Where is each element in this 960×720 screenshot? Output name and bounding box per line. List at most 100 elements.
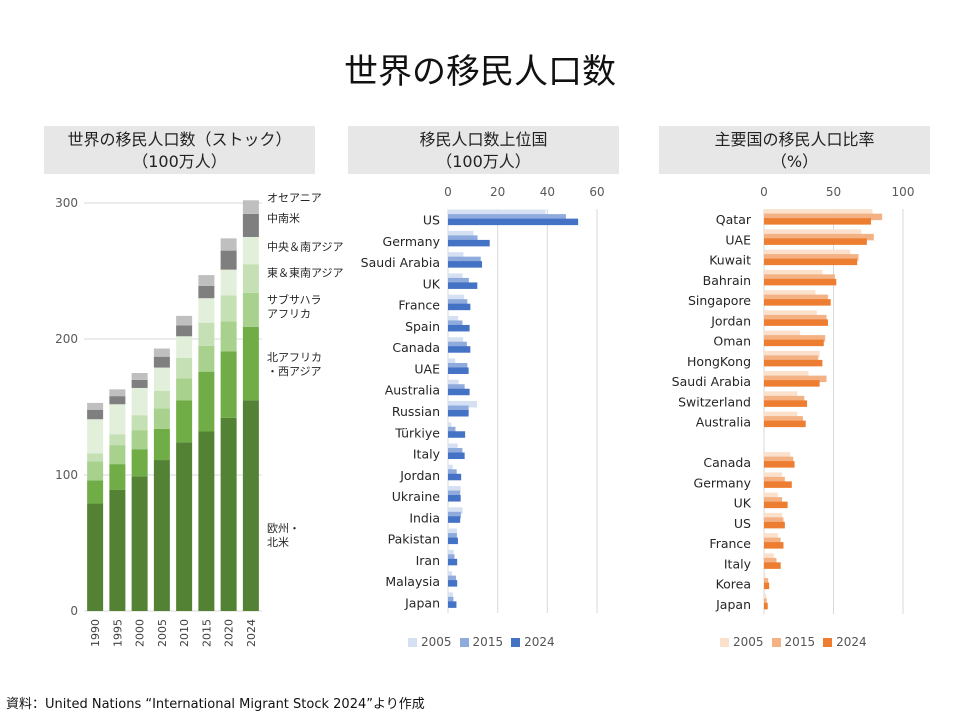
panel1-header: 世界の移民人口数（ストック） （100万人） xyxy=(44,126,315,174)
bar xyxy=(448,303,471,311)
bar xyxy=(764,213,883,221)
bar xyxy=(448,315,459,323)
bar-segment xyxy=(220,250,237,270)
bar-segment xyxy=(131,476,148,611)
bar-segment xyxy=(198,275,215,286)
legend-item-2024: 2024 xyxy=(511,635,555,649)
bar-segment xyxy=(242,292,259,327)
bar xyxy=(448,337,464,344)
legend-item-2005: 2005 xyxy=(720,635,764,649)
category-label: Canada xyxy=(392,340,440,355)
category-label: Saudi Arabia xyxy=(672,374,751,389)
bar-segment xyxy=(87,409,104,420)
category-label: Canada xyxy=(703,455,751,470)
category-label: US xyxy=(734,516,751,531)
bar xyxy=(764,269,823,277)
bar-segment xyxy=(220,269,237,296)
bar-segment xyxy=(131,379,148,388)
bar xyxy=(448,379,459,387)
bar-segment xyxy=(153,408,170,429)
x-tick-label: 0 xyxy=(444,185,452,199)
category-label: Iran xyxy=(416,553,440,568)
bar xyxy=(448,401,478,408)
category-label: Türkiye xyxy=(394,425,440,440)
y-tick-label: 200 xyxy=(55,332,78,346)
bar-segment xyxy=(87,419,104,454)
series-label: 北アフリカ xyxy=(267,351,322,364)
bar xyxy=(448,230,474,238)
bar xyxy=(764,359,823,367)
series-label: 中央＆南アジア xyxy=(267,241,344,254)
bar xyxy=(448,209,546,217)
bar xyxy=(448,362,468,370)
bar-segment xyxy=(153,367,170,391)
panel3-title: 主要国の移民人口比率 xyxy=(714,130,875,149)
series-label: 北米 xyxy=(267,536,289,549)
bar-segment xyxy=(220,295,237,322)
bar-segment xyxy=(242,213,259,237)
bar xyxy=(764,476,785,484)
bar xyxy=(448,533,457,540)
bar xyxy=(448,367,469,374)
bar xyxy=(448,507,463,514)
bar xyxy=(764,497,783,504)
category-label: Malaysia xyxy=(385,574,440,589)
bar xyxy=(764,461,795,468)
bar-segment xyxy=(176,336,193,359)
panel1-title: 世界の移民人口数（ストック） xyxy=(67,130,292,149)
bar xyxy=(448,218,579,226)
bar-segment xyxy=(87,480,104,504)
bar-segment xyxy=(220,417,237,611)
panel2-title: 移民人口数上位国 xyxy=(419,130,548,149)
bar xyxy=(764,420,806,428)
bar-segment xyxy=(131,387,148,416)
bar xyxy=(764,602,768,610)
bar-segment xyxy=(242,237,259,265)
series-label: 欧州・ xyxy=(267,522,300,535)
bar xyxy=(764,229,862,236)
bar-segment xyxy=(131,430,148,450)
bar xyxy=(448,601,457,608)
bar xyxy=(448,252,464,259)
x-tick-label: 100 xyxy=(892,185,915,199)
bar-segment xyxy=(153,390,170,409)
bar xyxy=(448,214,566,221)
bar xyxy=(764,492,778,500)
bar xyxy=(764,472,783,479)
bar xyxy=(448,516,461,523)
y-tick-label: 100 xyxy=(55,468,78,482)
legend-swatch xyxy=(459,637,469,647)
category-label: Jordan xyxy=(399,468,440,483)
legend-swatch xyxy=(720,637,729,647)
bar xyxy=(764,209,873,216)
bar xyxy=(764,452,791,459)
bar xyxy=(448,537,458,545)
legend-label: 2005 xyxy=(733,635,764,649)
panel3-header: 主要国の移民人口比率 （%） xyxy=(659,126,930,174)
category-label: Jordan xyxy=(710,313,751,328)
bar xyxy=(764,375,827,383)
bar xyxy=(448,575,456,583)
category-label: Korea xyxy=(716,577,751,592)
bar xyxy=(764,350,820,358)
legend-label: 2005 xyxy=(421,635,452,649)
x-tick-label: 50 xyxy=(826,185,841,199)
bar xyxy=(764,339,824,347)
category-label: Qatar xyxy=(716,212,752,227)
category-label: US xyxy=(423,213,440,228)
bar xyxy=(448,410,469,417)
bar xyxy=(448,422,452,429)
bar xyxy=(448,448,463,455)
panel3-unit: （%） xyxy=(770,152,819,171)
bar xyxy=(448,464,453,472)
bar xyxy=(448,469,457,476)
bar xyxy=(764,582,770,590)
bar xyxy=(764,598,767,605)
bar-segment xyxy=(220,321,237,352)
bar-segment xyxy=(109,404,126,435)
bar-segment xyxy=(109,389,126,397)
bar xyxy=(448,571,452,578)
legend-swatch xyxy=(823,637,833,647)
category-label: Pakistan xyxy=(388,532,440,547)
bar xyxy=(764,290,816,297)
